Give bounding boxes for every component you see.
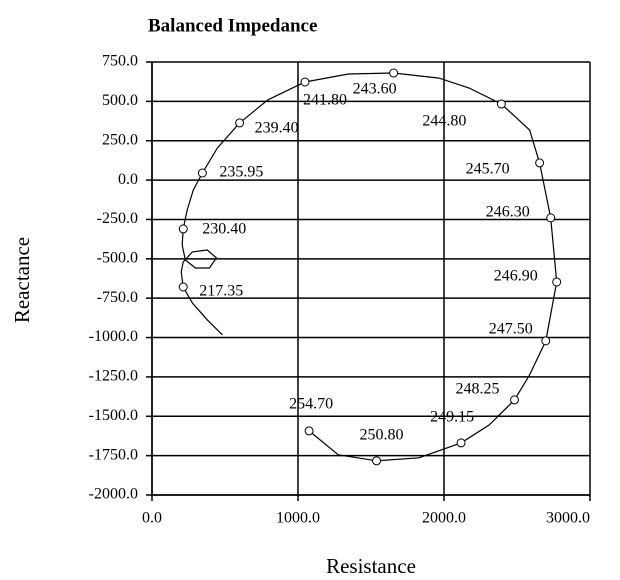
point-label: 250.80 [360,427,404,444]
y-tick-label: -1750.0 [89,446,138,463]
y-tick-label: -2000.0 [89,486,138,503]
point-label: 241.80 [303,92,347,109]
point-label: 243.60 [353,81,397,98]
point-label: 254.70 [289,396,333,413]
point-label: 230.40 [202,221,246,238]
point-label: 247.50 [489,321,533,338]
point-label: 239.40 [255,120,299,137]
marker [510,395,520,405]
y-tick-label: 750.0 [102,53,138,70]
marker [535,158,545,168]
y-tick-label: -250.0 [97,210,138,227]
marker [300,77,310,87]
y-tick-label: 500.0 [102,92,138,109]
x-tick-label: 3000.0 [546,510,590,527]
y-tick-label: -1000.0 [89,328,138,345]
point-label: 217.35 [199,283,243,300]
y-tick-label: -1250.0 [89,368,138,385]
point-label: 235.95 [219,164,263,181]
marker [235,118,245,128]
marker [552,277,562,287]
y-tick-label: -750.0 [97,289,138,306]
point-label: 249.15 [430,409,474,426]
x-axis-title: Resistance [326,554,416,578]
marker [496,99,506,109]
x-tick-label: 0.0 [142,510,162,527]
point-label: 246.90 [494,268,538,285]
marker [456,438,466,448]
marker [389,68,399,78]
point-label: 244.80 [422,113,466,130]
chart-title: Balanced Impedance [148,15,317,36]
marker [178,224,188,234]
y-tick-label: 250.0 [102,131,138,148]
x-tick-label: 1000.0 [276,510,320,527]
point-label: 248.25 [456,381,500,398]
marker [372,456,382,466]
point-label: 245.70 [466,161,510,178]
point-label: 246.30 [486,204,530,221]
impedance-curve [180,72,558,462]
x-tick-label: 2000.0 [422,510,466,527]
marker [197,168,207,178]
marker [304,426,314,436]
y-axis-title: Reactance [10,237,34,323]
marker [541,336,551,346]
marker [546,213,556,223]
y-tick-label: -500.0 [97,249,138,266]
y-tick-label: 0.0 [118,171,138,188]
y-tick-label: -1500.0 [89,407,138,424]
marker [178,282,188,292]
